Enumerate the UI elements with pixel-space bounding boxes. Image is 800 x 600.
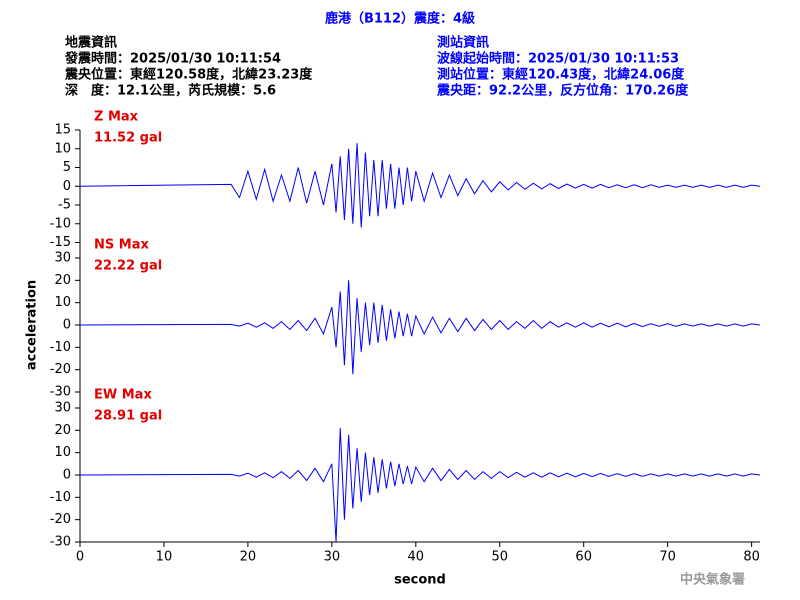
y-axis-label: acceleration: [25, 280, 40, 370]
y-tick-label: 0: [63, 318, 71, 333]
footer: 中央氣象署: [680, 572, 745, 588]
y-tick-label: -30: [50, 535, 71, 550]
event-info: 地震資訊 發震時間：2025/01/30 10:11:54 震央位置：東經120…: [64, 35, 313, 99]
x-tick-label: 60: [575, 550, 592, 565]
x-tick-label: 30: [324, 550, 341, 565]
y-tick-label: 5: [63, 160, 71, 175]
title: 鹿港（B112）震度：4級: [325, 11, 475, 27]
panel-label: EW Max: [94, 388, 152, 403]
x-tick-label: 80: [743, 550, 760, 565]
y-tick-label: -15: [50, 235, 71, 250]
y-tick-label: -5: [58, 198, 71, 213]
panel-label: NS Max: [94, 238, 149, 253]
info-line: 震央位置：東經120.58度，北緯23.23度: [64, 67, 313, 83]
x-tick-label: 10: [156, 550, 173, 565]
x-tick-label: 70: [659, 550, 676, 565]
y-tick-label: -20: [50, 362, 71, 377]
info-line: 波線起始時間：2025/01/30 10:11:53: [437, 51, 679, 67]
waveform: [79, 428, 761, 543]
y-tick-label: -30: [50, 385, 71, 400]
y-tick-label: 0: [63, 179, 71, 194]
panel-label: 22.22 gal: [94, 259, 162, 274]
y-tick-label: 20: [54, 273, 71, 288]
y-tick-label: -10: [50, 216, 71, 231]
y-tick-label: 15: [54, 123, 71, 138]
y-tick-label: -20: [50, 512, 71, 527]
y-tick-label: 0: [63, 468, 71, 483]
info-line: 測站資訊: [437, 35, 489, 51]
info-line: 深 度：12.1公里，芮氏規模：5.6: [65, 83, 276, 99]
x-axis-label: second: [394, 573, 446, 588]
x-tick-label: 0: [76, 550, 84, 565]
panel-label: Z Max: [94, 110, 139, 125]
y-tick-label: 10: [54, 445, 71, 460]
info-line: 地震資訊: [65, 35, 117, 51]
y-tick-label: 30: [54, 401, 71, 416]
station-info: 測站資訊 波線起始時間：2025/01/30 10:11:53 測站位置：東經1…: [436, 35, 689, 99]
y-tick-label: -10: [50, 340, 71, 355]
panel-label: 28.91 gal: [94, 409, 162, 424]
y-tick-label: 10: [54, 141, 71, 156]
x-tick-label: 50: [491, 550, 508, 565]
y-tick-label: -10: [50, 490, 71, 505]
info-line: 測站位置：東經120.43度，北緯24.06度: [437, 67, 685, 83]
x-tick-label: 40: [408, 550, 425, 565]
panel-label: 11.52 gal: [94, 131, 162, 146]
info-line: 發震時間：2025/01/30 10:11:54: [64, 51, 281, 67]
x-tick-label: 20: [240, 550, 257, 565]
info-line: 震央距：92.2公里，反方位角：170.26度: [436, 83, 689, 99]
y-tick-label: 30: [54, 251, 71, 266]
y-tick-label: 10: [54, 295, 71, 310]
waveform: [79, 280, 761, 375]
y-tick-label: 20: [54, 423, 71, 438]
waveform: [79, 143, 761, 228]
